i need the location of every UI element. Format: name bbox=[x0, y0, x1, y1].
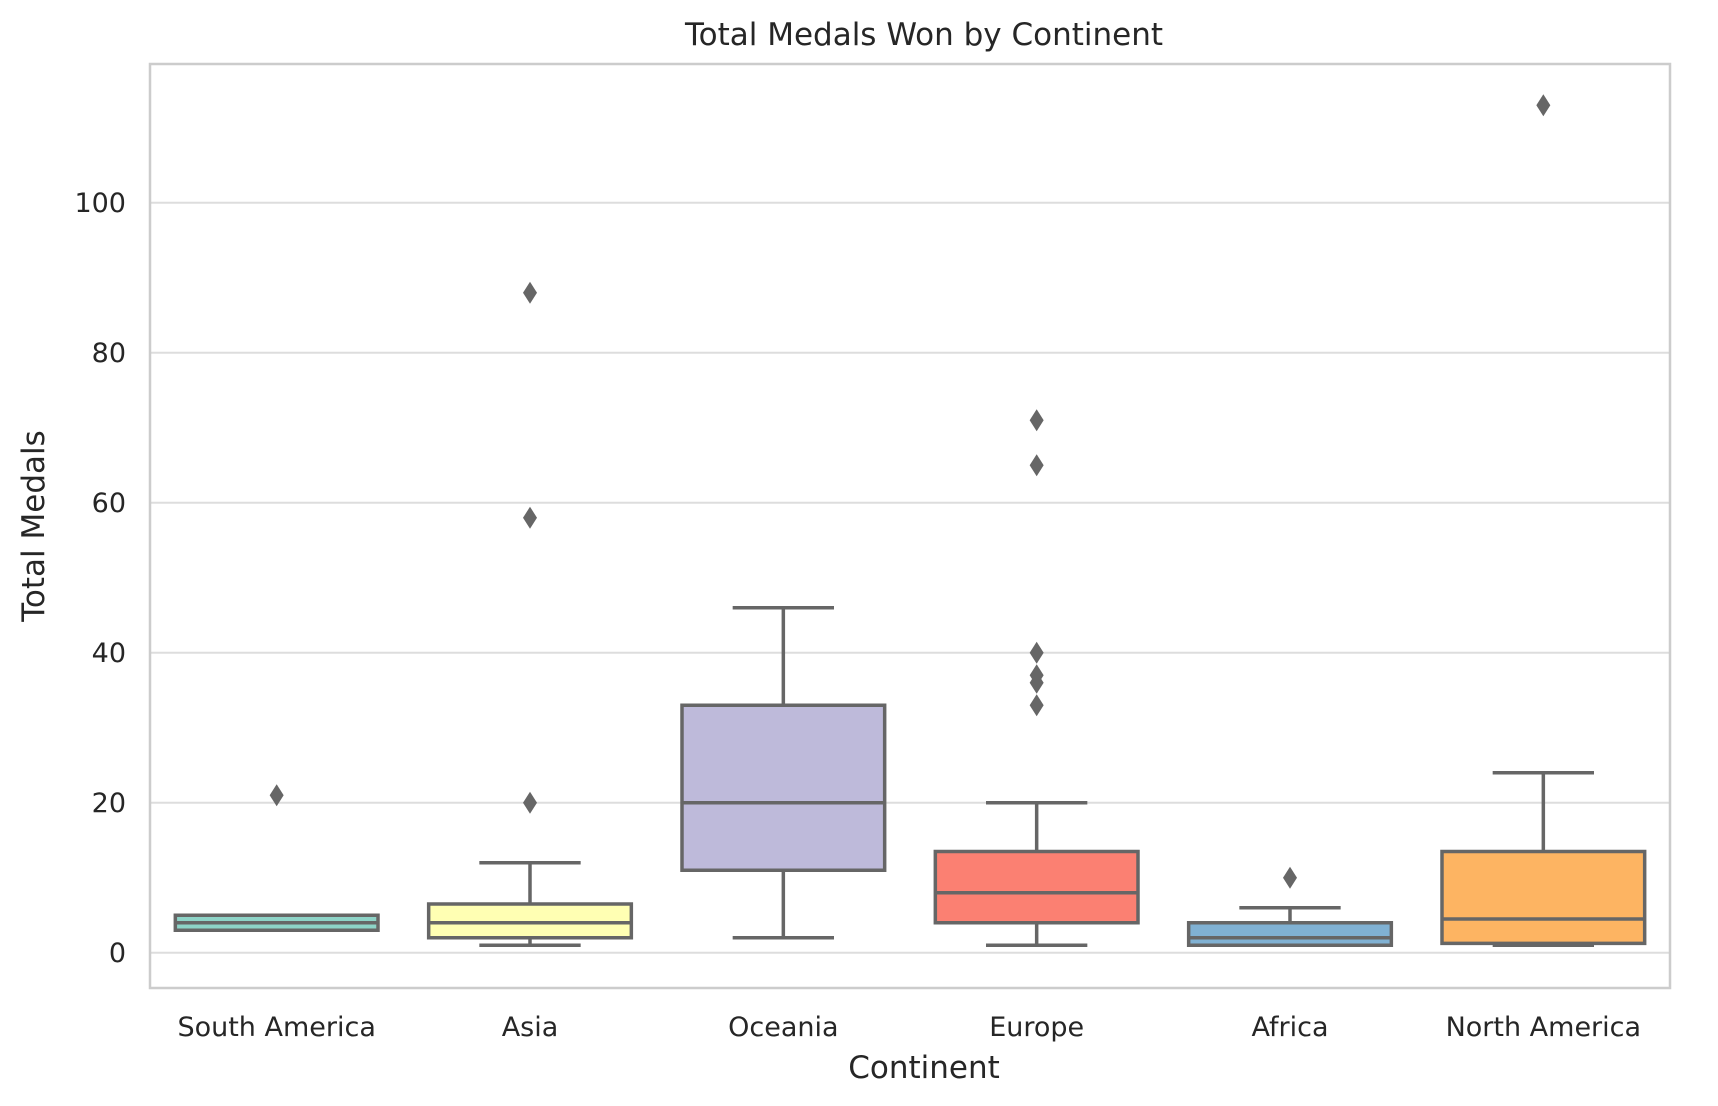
x-tick-label: Oceania bbox=[728, 1012, 838, 1043]
outlier-point bbox=[1029, 409, 1044, 432]
outlier-point bbox=[1029, 454, 1044, 477]
y-tick-label: 20 bbox=[92, 788, 126, 819]
y-tick-label: 100 bbox=[74, 188, 126, 219]
outlier-point bbox=[1029, 664, 1044, 687]
outlier-point bbox=[1029, 694, 1044, 717]
y-tick-label: 40 bbox=[92, 638, 126, 669]
plot-frame bbox=[148, 62, 1672, 990]
x-tick-label: South America bbox=[177, 1012, 375, 1043]
iqr-box bbox=[426, 902, 634, 940]
box-group bbox=[933, 409, 1140, 947]
box-group bbox=[1186, 866, 1394, 947]
x-axis-label: Continent bbox=[848, 1050, 1000, 1086]
outlier-point bbox=[1029, 641, 1044, 664]
y-tick-label: 0 bbox=[109, 938, 126, 969]
y-tick-label: 60 bbox=[92, 488, 126, 519]
box-group bbox=[426, 281, 634, 947]
outlier-point bbox=[523, 791, 537, 814]
chart-title: Total Medals Won by Continent bbox=[684, 17, 1163, 53]
y-tick-label: 80 bbox=[92, 338, 126, 369]
box-group bbox=[173, 784, 380, 932]
outlier-point bbox=[523, 281, 537, 304]
outlier-point bbox=[1536, 94, 1551, 117]
x-tick-label: Europe bbox=[989, 1012, 1084, 1043]
x-tick-label: North America bbox=[1446, 1012, 1641, 1043]
x-tick-label: Asia bbox=[502, 1012, 559, 1043]
outlier-point bbox=[1283, 866, 1297, 889]
box-group bbox=[680, 606, 887, 940]
grid-layer bbox=[150, 201, 1670, 954]
iqr-box bbox=[933, 849, 1140, 925]
outlier-point bbox=[523, 506, 537, 529]
iqr-box bbox=[680, 703, 887, 872]
y-axis-label: Total Medals bbox=[16, 430, 52, 623]
iqr-box bbox=[1440, 849, 1647, 946]
iqr-box bbox=[1186, 921, 1394, 947]
outlier-point bbox=[269, 784, 284, 807]
x-tick-label: Africa bbox=[1251, 1012, 1328, 1043]
box-layer bbox=[173, 94, 1647, 947]
box-group bbox=[1440, 94, 1647, 947]
tick-layer: 0 20 40 60 80 100 South America Asia Oceania Euro… bbox=[74, 188, 1641, 1043]
